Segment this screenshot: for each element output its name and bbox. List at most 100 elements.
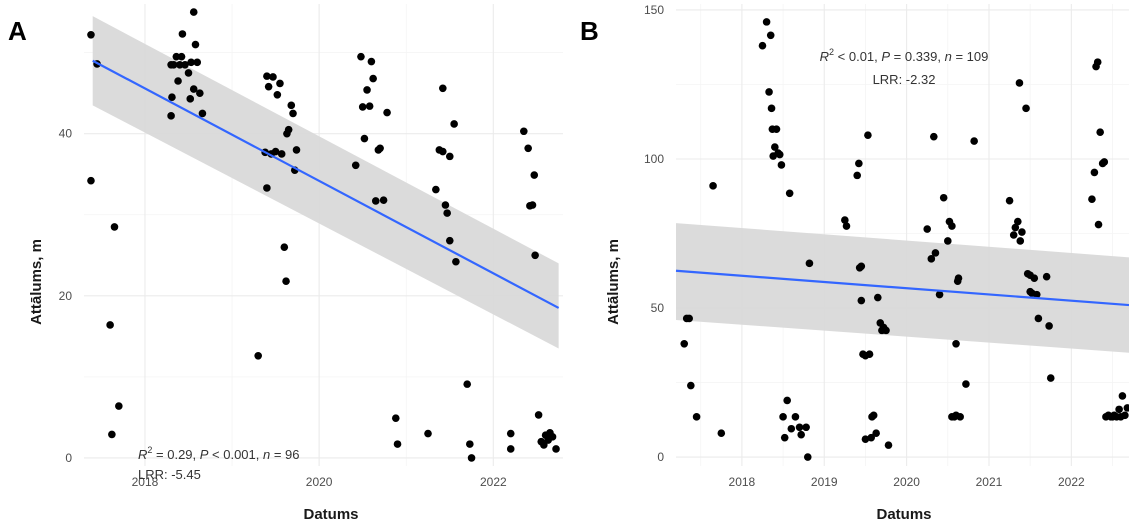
data-point [869, 411, 878, 420]
data-point [970, 137, 978, 145]
data-point [282, 277, 290, 286]
data-point [952, 339, 960, 348]
data-point [765, 88, 773, 96]
data-point [287, 101, 296, 110]
data-point [358, 103, 367, 111]
y-tick-label: 150 [644, 3, 664, 17]
data-point [855, 159, 863, 168]
panel-a-y-axis-title: Attālums, m [28, 239, 45, 325]
data-point [1121, 411, 1129, 420]
data-point [439, 147, 447, 156]
data-point [857, 296, 866, 305]
data-point [277, 150, 286, 158]
data-point [441, 201, 450, 209]
data-point [1009, 231, 1018, 239]
data-point [548, 433, 557, 441]
panel-b-letter: B [580, 16, 599, 46]
data-point [1093, 58, 1102, 66]
data-point [181, 60, 189, 69]
data-point [948, 222, 956, 230]
data-point [802, 423, 810, 432]
data-point [923, 225, 932, 233]
data-point [276, 79, 284, 88]
data-point [520, 127, 528, 136]
data-point [467, 454, 476, 462]
data-point [196, 89, 204, 97]
data-point [944, 237, 952, 245]
data-point [1011, 223, 1020, 232]
data-point [452, 257, 460, 266]
panel-b: B 2018 2019 2020 2021 2022 0 50 100 150 Datums A… [580, 3, 1129, 523]
data-point [115, 402, 123, 410]
panel-a-n-value: = 96 [270, 447, 299, 462]
data-point [791, 413, 800, 421]
panel-a-n-label: n [263, 447, 270, 462]
data-point [1018, 228, 1026, 236]
y-tick-label: 40 [59, 127, 73, 141]
data-point [1015, 79, 1024, 87]
y-tick-label: 20 [59, 289, 73, 303]
data-point [935, 290, 944, 299]
data-point [167, 112, 175, 120]
data-point [187, 58, 195, 67]
data-point [264, 82, 273, 91]
data-point [787, 424, 796, 433]
panel-b-trend-line [675, 269, 1129, 307]
data-point [931, 249, 940, 257]
data-point [432, 185, 440, 194]
data-point [1030, 274, 1039, 283]
x-tick-label: 2022 [1058, 475, 1085, 489]
panel-a-letter: A [8, 16, 27, 46]
x-tick-label: 2020 [306, 475, 333, 489]
panel-a-lrr: LRR: -5.45 [138, 467, 201, 482]
panel-a-points [87, 8, 560, 462]
y-tick-label: 0 [65, 451, 72, 465]
data-point [1042, 272, 1051, 281]
data-point [929, 132, 938, 141]
data-point [1046, 374, 1055, 382]
panel-b-r2-sup: 2 [829, 47, 834, 57]
trend-line [92, 59, 560, 309]
data-point [443, 209, 451, 217]
data-point [263, 184, 271, 192]
data-point [1096, 128, 1104, 136]
data-point [367, 57, 376, 66]
data-point [864, 131, 872, 139]
panel-b-annotation: R2 < 0.01, P = 0.339, n = 109 LRR: -2.32 [820, 47, 989, 87]
data-point [174, 77, 182, 85]
data-point [189, 8, 198, 16]
data-point [1022, 104, 1030, 113]
data-point [777, 161, 786, 169]
data-point [292, 146, 301, 154]
data-point [365, 102, 374, 110]
trend-line [675, 269, 1129, 307]
data-point [805, 259, 814, 268]
data-point [783, 396, 791, 405]
data-point [772, 125, 781, 133]
x-tick-label: 2018 [132, 475, 159, 489]
panel-b-r2-value: < 0.01, [834, 49, 881, 64]
data-point [284, 125, 293, 134]
data-point [927, 255, 936, 263]
data-point [189, 85, 198, 93]
data-point [853, 171, 861, 180]
panel-b-p-label: P [881, 49, 890, 64]
data-point [775, 150, 784, 159]
data-point [766, 31, 775, 40]
data-point [254, 351, 262, 360]
x-tick-label: 2022 [480, 475, 507, 489]
data-point [962, 380, 970, 388]
panel-b-ticks: 2018 2019 2020 2021 2022 0 50 100 150 [644, 3, 1085, 489]
panel-a-ticks: 2018 2020 2022 0 20 40 [59, 127, 507, 489]
data-point [445, 152, 454, 161]
data-point [1045, 322, 1053, 330]
data-point [371, 197, 380, 205]
data-point [857, 262, 866, 271]
data-point [524, 144, 532, 153]
data-point [87, 176, 95, 185]
data-point [954, 274, 963, 283]
data-point [692, 413, 701, 421]
data-point [1005, 196, 1014, 205]
data-point [882, 326, 890, 335]
x-tick-label: 2018 [729, 475, 756, 489]
